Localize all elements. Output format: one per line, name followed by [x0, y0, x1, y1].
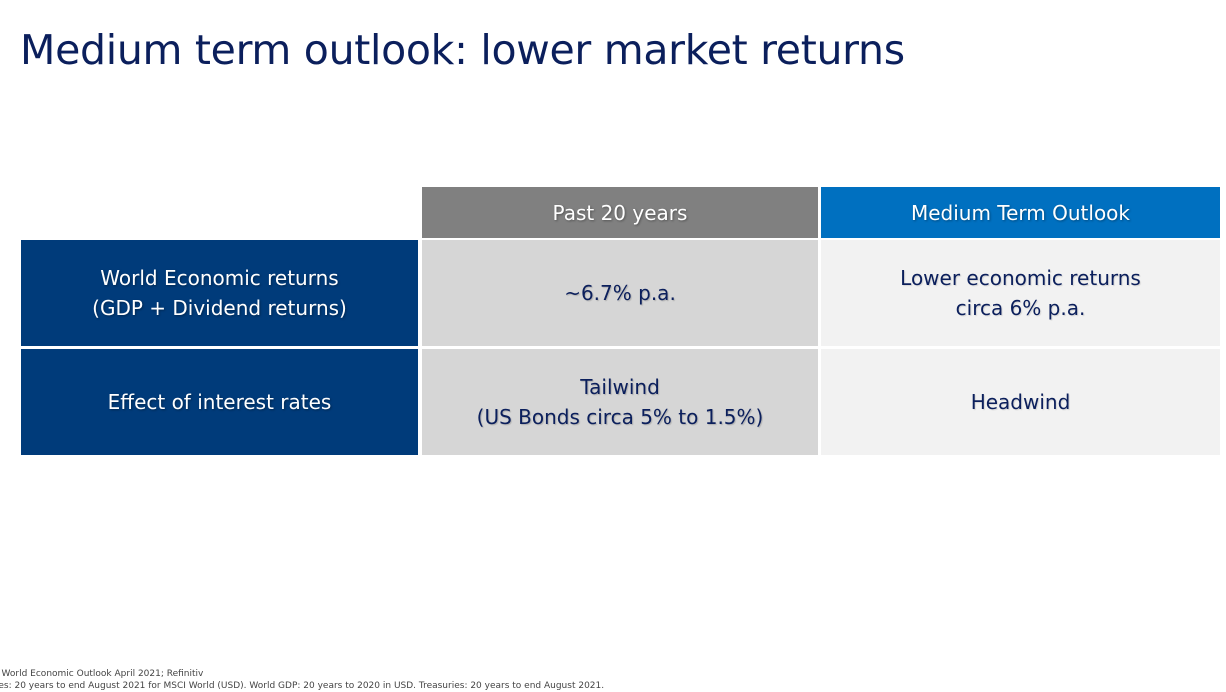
cell-past-interest-rates: Tailwind (US Bonds circa 5% to 1.5%): [422, 349, 818, 455]
row-header-line: (GDP + Dividend returns): [92, 296, 347, 320]
source-footnote: ces: IMF World Economic Outlook April 20…: [0, 668, 604, 692]
column-header-outlook: Medium Term Outlook: [821, 187, 1220, 238]
row-header-line: World Economic returns: [100, 266, 339, 290]
cell-outlook-economic-returns: Lower economic returns circa 6% p.a.: [821, 240, 1220, 346]
footnote-line: ces: IMF World Economic Outlook April 20…: [0, 669, 204, 679]
row-header-economic-returns: World Economic returns (GDP + Dividend r…: [21, 240, 418, 346]
column-header-past: Past 20 years: [422, 187, 818, 238]
row-header-line: Effect of interest rates: [107, 390, 332, 414]
slide-title: Medium term outlook: lower market return…: [20, 26, 905, 74]
cell-line: circa 6% p.a.: [955, 296, 1086, 320]
cell-outlook-interest-rates: Headwind: [821, 349, 1220, 455]
cell-line: Lower economic returns: [900, 266, 1141, 290]
cell-past-economic-returns: ~6.7% p.a.: [422, 240, 818, 346]
footnote-line: al equities: 20 years to end August 2021…: [0, 681, 605, 691]
cell-line: ~6.7% p.a.: [564, 281, 676, 305]
cell-line: Tailwind: [580, 375, 660, 399]
cell-line: (US Bonds circa 5% to 1.5%): [476, 405, 764, 429]
cell-line: Headwind: [970, 390, 1071, 414]
row-header-interest-rates: Effect of interest rates: [21, 349, 418, 455]
